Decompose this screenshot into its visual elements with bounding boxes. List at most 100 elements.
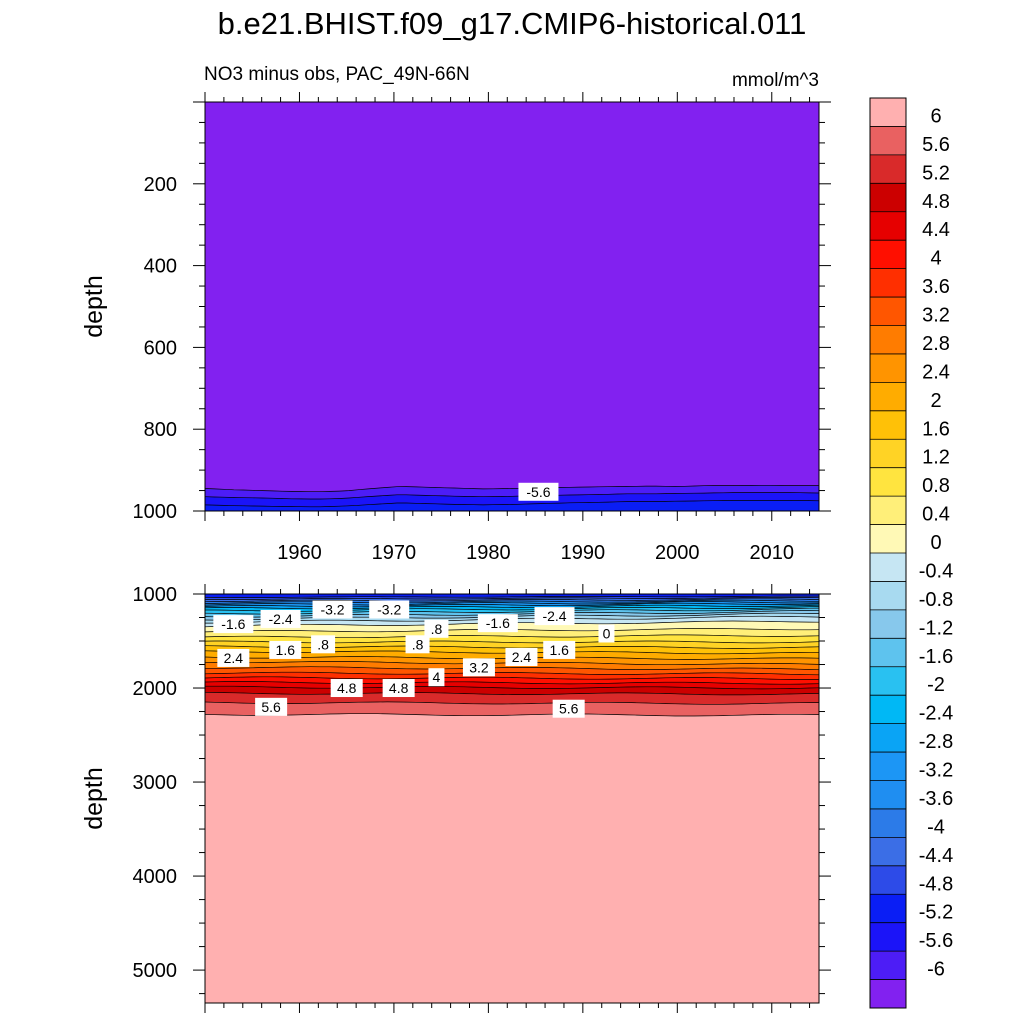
colorbar-swatch: [870, 666, 906, 696]
colorbar-swatch: [870, 410, 906, 440]
contour-label: 0: [598, 624, 615, 643]
colorbar-label: 4: [930, 248, 941, 270]
contour-label-text: 5.6: [559, 701, 579, 717]
contour-label-text: .8: [412, 636, 424, 652]
colorbar-swatch: [870, 837, 906, 867]
colorbar-label: 0: [930, 532, 941, 554]
colorbar-frame: [869, 97, 907, 1009]
plot-area: -5.6: [205, 102, 819, 511]
contour-label: 2.4: [217, 648, 250, 667]
contour-line: [205, 713, 819, 717]
contour-band: [205, 628, 819, 638]
colorbar-swatch: [870, 638, 906, 668]
contour-label-bg: [260, 609, 301, 628]
axes: 1000 2000 3000 4000 5000 depth: [80, 584, 831, 1013]
contour-label: -1.6: [477, 614, 518, 633]
y-tick-label: 600: [144, 337, 177, 359]
colorbar-swatch: [870, 951, 906, 980]
y-tick-label: 1000: [133, 584, 178, 606]
contour-line: [205, 601, 819, 606]
colorbar-swatch: [870, 894, 906, 924]
contour-label-text: -1.6: [486, 615, 510, 631]
contour-label: -2.4: [534, 607, 575, 626]
plot-area: -1.6 -2.4 -3.2 -3.2 .8 -1.6 -2.4 0 2.4 1.6 .8 .8 1.6…: [205, 594, 819, 1003]
colorbar-label: -2.4: [919, 703, 953, 725]
colorbar-label: -6: [927, 959, 945, 981]
contour-label-bg: [255, 697, 288, 716]
contour-label-text: 1.6: [549, 642, 569, 658]
colorbar-label: -0.4: [919, 560, 953, 582]
contour-label-bg: [311, 635, 336, 654]
contour-label: 4.8: [330, 679, 363, 698]
colorbar-swatch: [870, 581, 906, 611]
contour-label: .8: [405, 635, 430, 654]
y-tick-label: 5000: [133, 960, 178, 982]
contour-label-text: 4.8: [337, 680, 357, 696]
colorbar-label: -4: [927, 816, 945, 838]
contour-label-text: 4.8: [389, 680, 409, 696]
lower-panel: -1.6 -2.4 -3.2 -3.2 .8 -1.6 -2.4 0 2.4 1.6 .8 .8 1.6…: [80, 584, 831, 1013]
contour-line: [205, 492, 819, 500]
contour-label: -1.6: [213, 615, 254, 634]
contour-line: [205, 634, 819, 639]
contour-label-bg: [312, 600, 353, 619]
colorbar-swatch: [870, 524, 906, 554]
units-label: mmol/m^3: [731, 70, 819, 91]
contour-label-text: -2.4: [269, 611, 293, 627]
contour-label: 3.2: [462, 658, 495, 677]
contour-label-bg: [543, 640, 576, 659]
x-tick-label: 1970: [372, 542, 417, 564]
colorbar-label: -1.6: [919, 646, 953, 668]
contour-band: [205, 492, 819, 507]
contour-label-text: -1.6: [221, 616, 245, 632]
contour-label: -5.6: [518, 482, 559, 501]
colorbar-label: 0.8: [922, 475, 950, 497]
contour-label-bg: [330, 679, 363, 698]
contour-label-bg: [462, 658, 495, 677]
colorbar-swatch: [870, 439, 906, 469]
colorbar-swatch: [870, 297, 906, 326]
contour-line: [205, 676, 819, 680]
contour-line: [205, 671, 819, 676]
contour-line: [205, 597, 819, 600]
colorbar-label: -2.8: [919, 731, 953, 753]
colorbar-label: -2: [927, 674, 945, 696]
plot-subtitle: NO3 minus obs, PAC_49N-66N: [204, 64, 470, 85]
colorbar-label: 5.6: [922, 134, 950, 156]
colorbar-swatch: [870, 780, 906, 810]
colorbar-label: 4.4: [922, 219, 950, 241]
contour-label-text: 0: [603, 625, 611, 641]
x-tick-label: 2010: [750, 542, 795, 564]
contour-label-bg: [477, 614, 518, 633]
colorbar-swatch: [870, 353, 906, 383]
colorbar-swatch: [870, 154, 906, 184]
colorbar-label: 3.6: [922, 276, 950, 298]
contour-label-bg: [552, 699, 585, 718]
contour-band: [205, 603, 819, 609]
contour-label: 4.8: [382, 679, 415, 698]
colorbar-label: -5.6: [919, 930, 953, 952]
colorbar-swatch: [870, 553, 906, 582]
plot-frame: [204, 593, 820, 1004]
x-tick-label: 1990: [561, 542, 606, 564]
colorbar-swatch: [870, 126, 906, 156]
colorbar-label: -0.8: [919, 589, 953, 611]
contour-label: 4: [428, 668, 445, 687]
colorbar-label: 2.8: [922, 333, 950, 355]
contour-line: [205, 595, 819, 598]
colorbar-label: -4.8: [919, 873, 953, 895]
contour-label-text: 4: [433, 669, 441, 685]
contour-band: [205, 102, 819, 492]
colorbar-swatch: [870, 752, 906, 781]
colorbar-label: 2.4: [922, 361, 950, 383]
contour-line: [205, 701, 819, 705]
contour-label-bg: [424, 619, 449, 638]
y-axis-label: depth: [80, 767, 108, 830]
colorbar-swatch: [870, 723, 906, 753]
contour-label: 1.6: [269, 640, 302, 659]
contour-band: [205, 666, 819, 675]
x-tick-label: 1980: [466, 542, 511, 564]
contour-label-text: -2.4: [542, 608, 566, 624]
colorbar-swatch: [870, 240, 906, 270]
